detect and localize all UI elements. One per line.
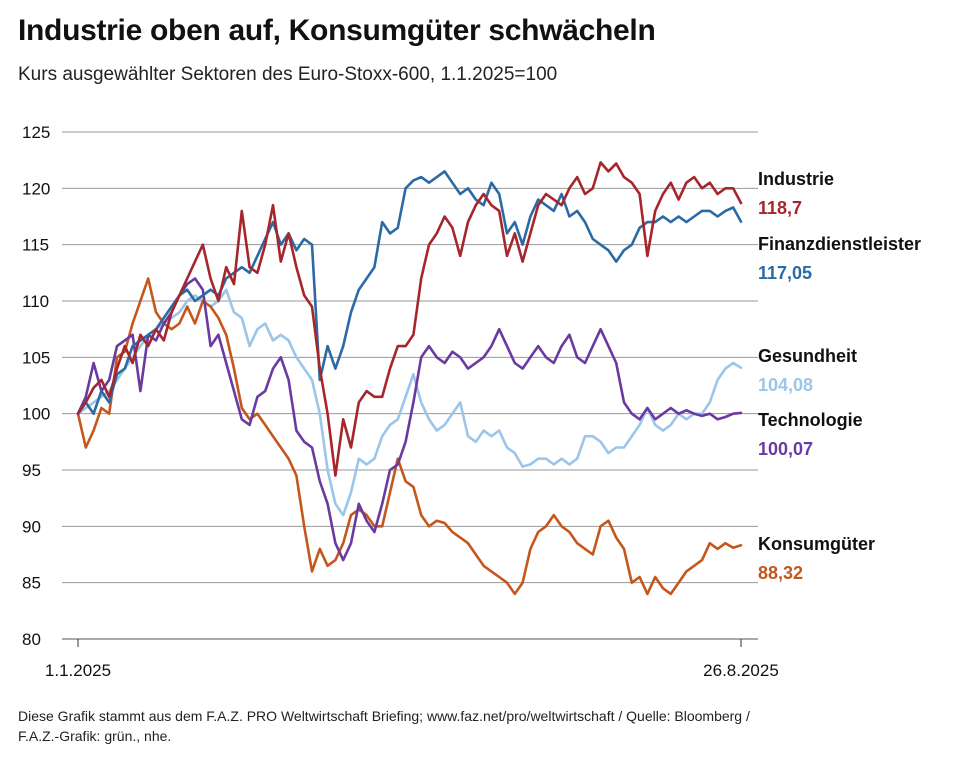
end-label-value-technologie: 100,07 [758,439,813,459]
series-line-industrie [76,161,743,477]
x-start-label: 1.1.2025 [45,661,111,680]
end-labels: Industrie 118,7 Finanzdienstleister 117,05 G… [758,169,921,583]
y-tick-label: 105 [22,348,50,367]
grid-lines [62,131,758,640]
y-axis-tick-labels: 80 85 90 95 100 105 110 115 120 125 [22,123,50,649]
y-tick-label: 80 [22,630,41,649]
series-line-finanzdienstleister [76,170,743,416]
end-label-value-industrie: 118,7 [758,198,802,218]
footer-line-1: Diese Grafik stammt aus dem F.A.Z. PRO W… [18,708,750,724]
end-label-value-konsumg-ter: 88,32 [758,563,803,583]
chart-title: Industrie oben auf, Konsumgüter schwäche… [18,14,656,47]
end-label-name-gesundheit: Gesundheit [758,346,857,366]
x-end-label: 26.8.2025 [703,661,779,680]
y-tick-label: 110 [22,292,49,311]
x-axis: 1.1.2025 26.8.2025 [45,639,779,680]
end-label-name-industrie: Industrie [758,169,834,189]
line-chart: 80 85 90 95 100 105 110 115 120 125 1.1.2025 26.8… [22,123,921,680]
y-tick-label: 120 [22,179,50,198]
y-tick-label: 95 [22,461,41,480]
y-tick-label: 115 [22,236,49,255]
y-tick-label: 90 [22,517,41,536]
series-line-technologie [76,277,743,562]
source-footer: Diese Grafik stammt aus dem F.A.Z. PRO W… [18,706,938,746]
series-line-konsumg-ter [76,277,743,596]
end-label-value-gesundheit: 104,08 [758,375,813,395]
y-tick-label: 125 [22,123,50,142]
y-tick-label: 100 [22,405,50,424]
series-lines [76,161,743,596]
series-line-gesundheit [76,288,743,517]
end-label-name-finanzdienstleister: Finanzdienstleister [758,234,921,254]
chart-subtitle: Kurs ausgewählter Sektoren des Euro-Stox… [18,64,558,85]
end-label-value-finanzdienstleister: 117,05 [758,263,812,283]
end-label-name-konsumg-ter: Konsumgüter [758,534,875,554]
footer-line-2: F.A.Z.-Grafik: grün., nhe. [18,728,172,744]
y-tick-label: 85 [22,574,41,593]
end-label-name-technologie: Technologie [758,410,863,430]
